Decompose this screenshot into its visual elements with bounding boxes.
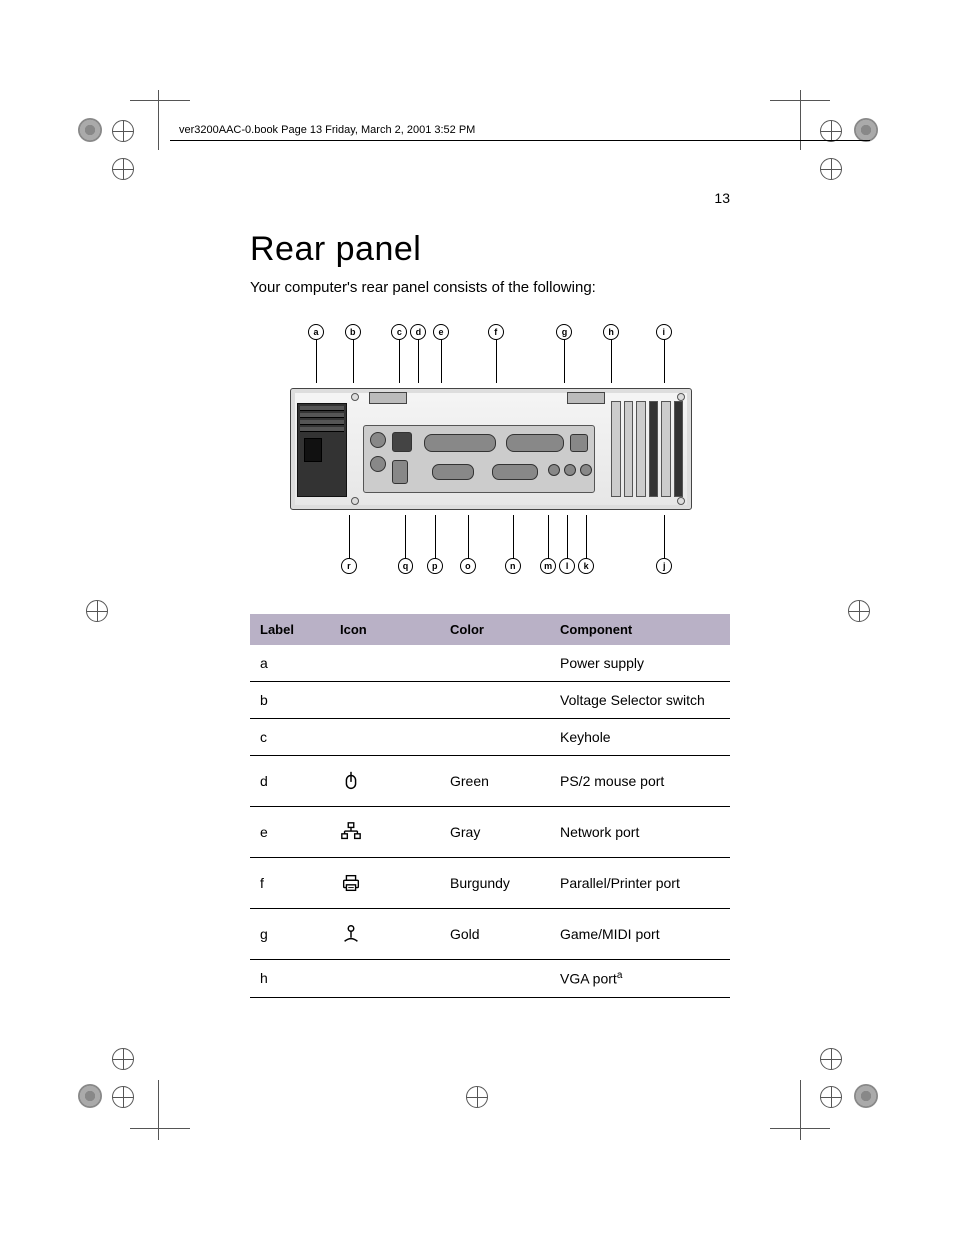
cell-label: c [250, 719, 330, 756]
registration-mark [820, 1086, 842, 1108]
cell-color: Gold [440, 909, 550, 960]
callout-q: q [398, 558, 414, 574]
callout-j: j [656, 558, 672, 574]
cell-component: PS/2 mouse port [550, 756, 730, 807]
table-row: f BurgundyParallel/Printer port [250, 858, 730, 909]
crop-mark [800, 90, 801, 150]
crop-mark [800, 1080, 801, 1140]
callout-d: d [410, 324, 426, 340]
callout-f: f [488, 324, 504, 340]
table-row: e GrayNetwork port [250, 807, 730, 858]
cell-icon [330, 682, 440, 719]
th-color: Color [440, 614, 550, 645]
table-row: a Power supply [250, 645, 730, 682]
registration-mark [848, 600, 870, 622]
cell-label: d [250, 756, 330, 807]
callout-r: r [341, 558, 357, 574]
registration-mark [86, 600, 108, 622]
cell-label: e [250, 807, 330, 858]
cell-component: Game/MIDI port [550, 909, 730, 960]
cell-icon [330, 960, 440, 998]
registration-mark [112, 1086, 134, 1108]
crop-mark [130, 1128, 190, 1129]
ports-table: Label Icon Color Component a Power supply… [250, 614, 730, 998]
callout-o: o [460, 558, 476, 574]
cell-label: h [250, 960, 330, 998]
cell-component: Power supply [550, 645, 730, 682]
cell-component: Parallel/Printer port [550, 858, 730, 909]
table-row: h VGA porta [250, 960, 730, 998]
printer-mark-dot [854, 1084, 878, 1108]
crop-mark [130, 100, 190, 101]
callout-h: h [603, 324, 619, 340]
page-title: Rear panel [250, 230, 730, 269]
callout-l: l [559, 558, 575, 574]
registration-mark [112, 158, 134, 180]
cell-label: a [250, 645, 330, 682]
cell-color: Gray [440, 807, 550, 858]
printer-mark-dot [78, 1084, 102, 1108]
cell-icon [330, 756, 440, 807]
registration-mark [466, 1086, 488, 1108]
registration-mark [820, 158, 842, 180]
cell-color [440, 960, 550, 998]
network-icon [340, 821, 362, 843]
cell-color [440, 682, 550, 719]
callout-a: a [308, 324, 324, 340]
printer-mark-dot [78, 118, 102, 142]
mouse-icon [340, 770, 362, 792]
cell-icon [330, 645, 440, 682]
joystick-icon [340, 923, 362, 945]
cell-icon [330, 909, 440, 960]
book-page-header: ver3200AAC-0.book Page 13 Friday, March … [175, 122, 479, 142]
cell-component: Voltage Selector switch [550, 682, 730, 719]
table-row: c Keyhole [250, 719, 730, 756]
callout-m: m [540, 558, 556, 574]
callout-g: g [556, 324, 572, 340]
registration-mark [112, 1048, 134, 1070]
cell-color [440, 645, 550, 682]
printer-icon [340, 872, 362, 894]
registration-mark [820, 1048, 842, 1070]
callout-c: c [391, 324, 407, 340]
registration-mark [820, 120, 842, 142]
cell-label: f [250, 858, 330, 909]
page-number: 13 [714, 190, 730, 206]
cell-label: g [250, 909, 330, 960]
callout-row-top: a b c d e f g h i [294, 324, 686, 340]
cell-label: b [250, 682, 330, 719]
callout-e: e [433, 324, 449, 340]
th-component: Component [550, 614, 730, 645]
crop-mark [158, 90, 159, 150]
book-header-rule [170, 140, 870, 141]
table-row: d GreenPS/2 mouse port [250, 756, 730, 807]
cell-icon [330, 807, 440, 858]
cell-color: Burgundy [440, 858, 550, 909]
footnote-ref: a [617, 970, 623, 981]
table-row: g GoldGame/MIDI port [250, 909, 730, 960]
cell-component: Keyhole [550, 719, 730, 756]
rear-panel-illustration [290, 388, 692, 510]
callout-b: b [345, 324, 361, 340]
callout-p: p [427, 558, 443, 574]
callout-i: i [656, 324, 672, 340]
table-row: b Voltage Selector switch [250, 682, 730, 719]
cell-color: Green [440, 756, 550, 807]
crop-mark [158, 1080, 159, 1140]
cell-icon [330, 719, 440, 756]
callout-k: k [578, 558, 594, 574]
callout-n: n [505, 558, 521, 574]
cell-component: VGA porta [550, 960, 730, 998]
th-label: Label [250, 614, 330, 645]
callout-row-bottom: r q p o n m l k j [294, 558, 686, 574]
page-content: 13 Rear panel Your computer's rear panel… [250, 190, 730, 998]
printer-mark-dot [854, 118, 878, 142]
rear-panel-diagram: a b c d e f g h i [290, 324, 690, 574]
intro-text: Your computer's rear panel consists of t… [250, 279, 730, 296]
th-icon: Icon [330, 614, 440, 645]
cell-color [440, 719, 550, 756]
cell-icon [330, 858, 440, 909]
cell-component: Network port [550, 807, 730, 858]
registration-mark [112, 120, 134, 142]
